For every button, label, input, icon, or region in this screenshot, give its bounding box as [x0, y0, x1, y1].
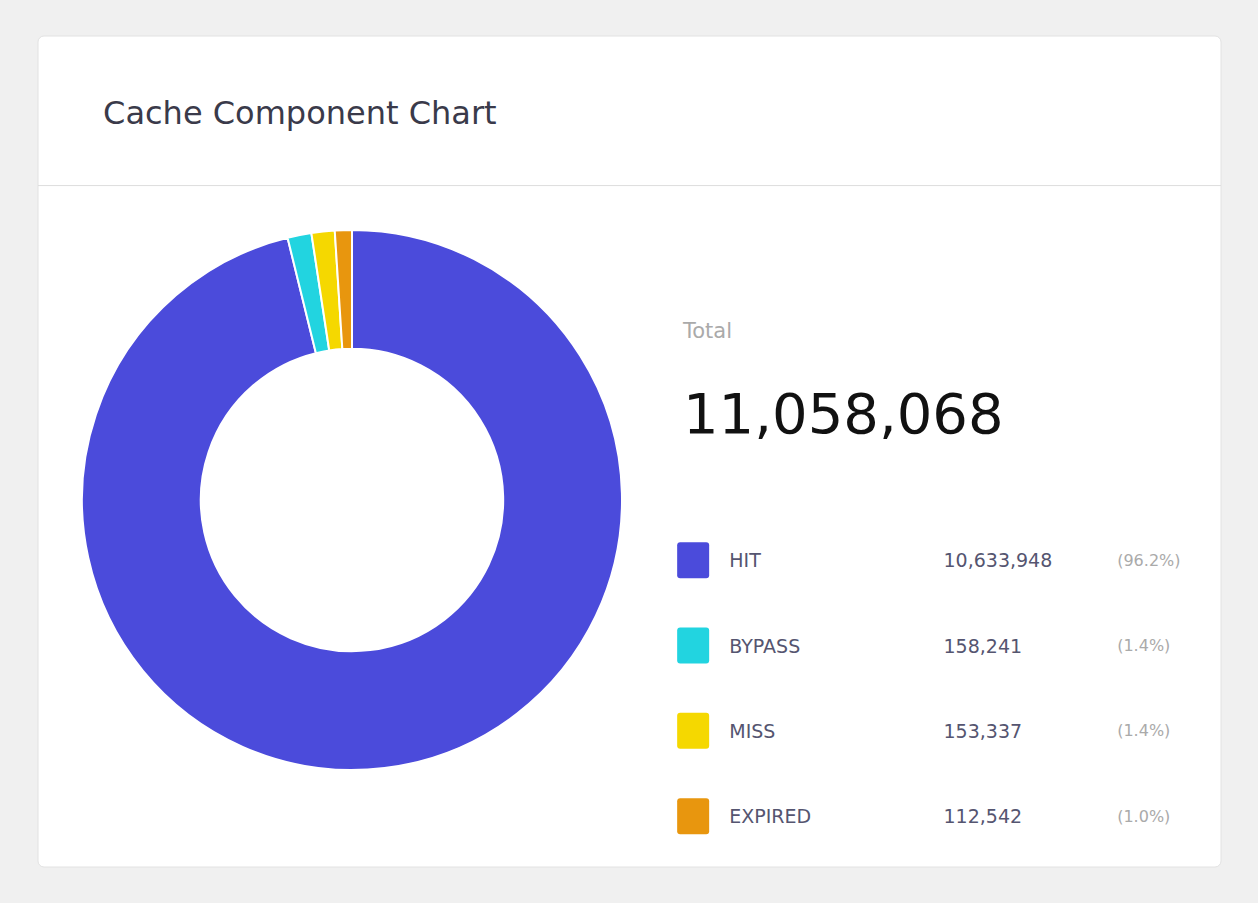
legend-swatch	[677, 798, 709, 834]
legend-swatch	[677, 542, 709, 578]
legend-label: MISS	[729, 720, 775, 742]
background	[0, 0, 1258, 903]
legend-percentage: (1.4%)	[1117, 721, 1170, 740]
legend-percentage: (1.4%)	[1117, 636, 1170, 655]
legend-label: HIT	[729, 549, 761, 571]
total-label: Total	[682, 319, 732, 343]
legend-value: 158,241	[944, 635, 1023, 657]
legend-item: EXPIRED 112,542 (1.0%)	[677, 798, 1170, 834]
legend-percentage: (1.0%)	[1117, 807, 1170, 826]
legend-value: 112,542	[944, 805, 1023, 827]
legend: HIT10,633,948(96.2%)BYPASS158,241(1.4%)M…	[677, 542, 1180, 834]
legend-value: 153,337	[944, 720, 1023, 742]
total-value: 11,058,068	[683, 381, 1004, 446]
chart: Cache Component Chart 11058068HIT: 10,633…	[0, 0, 1258, 903]
card	[38, 36, 1221, 867]
legend-swatch	[677, 713, 709, 749]
legend-percentage: (96.2%)	[1117, 551, 1180, 570]
donut-slice: EXPIRED: 112,542 (1.0%) 1	[335, 230, 352, 349]
donut: 11058068HIT: 10,633,948 (96.2%) 96.2BYPA…	[82, 230, 622, 770]
legend-label: BYPASS	[729, 635, 800, 657]
title: Cache Component Chart	[103, 94, 497, 132]
legend-item: MISS 153,337 (1.4%)	[677, 713, 1170, 749]
separator	[38, 185, 1221, 186]
legend-value: 10,633,948	[944, 549, 1053, 571]
legend-item: BYPASS 158,241 (1.4%)	[677, 628, 1170, 664]
donut-slice: HIT: 10,633,948 (96.2%) 96.2	[82, 230, 622, 770]
legend-label: EXPIRED	[729, 805, 811, 827]
legend-swatch	[677, 628, 709, 664]
legend-item: HIT 10,633,948 (96.2%)	[677, 542, 1180, 578]
